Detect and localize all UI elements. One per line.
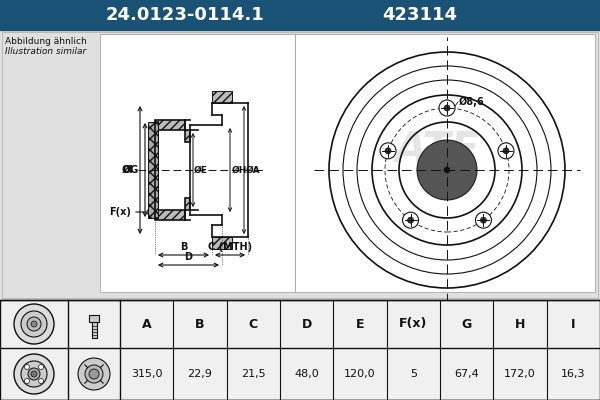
Text: C: C xyxy=(249,318,258,330)
Text: Ø8,6: Ø8,6 xyxy=(459,97,485,107)
Circle shape xyxy=(417,140,477,200)
Text: ATE: ATE xyxy=(395,129,479,171)
Bar xyxy=(91,322,97,338)
Circle shape xyxy=(385,148,391,154)
Text: ØG: ØG xyxy=(123,165,139,175)
Text: 48,0: 48,0 xyxy=(294,369,319,379)
Circle shape xyxy=(21,311,47,337)
Text: 423114: 423114 xyxy=(383,6,458,24)
Text: 5: 5 xyxy=(410,369,417,379)
Text: F(x): F(x) xyxy=(399,318,428,330)
Circle shape xyxy=(475,212,491,228)
Text: ØI: ØI xyxy=(122,165,134,175)
Text: ØA: ØA xyxy=(246,166,260,174)
Text: 120,0: 120,0 xyxy=(344,369,376,379)
Circle shape xyxy=(78,358,110,390)
Circle shape xyxy=(25,364,29,370)
Bar xyxy=(212,91,232,103)
Text: 24.0123-0114.1: 24.0123-0114.1 xyxy=(106,6,265,24)
Circle shape xyxy=(14,304,54,344)
Bar xyxy=(155,210,185,220)
Circle shape xyxy=(444,167,450,173)
Bar xyxy=(89,315,99,322)
Bar xyxy=(295,34,595,292)
Bar xyxy=(185,130,190,142)
Circle shape xyxy=(31,321,37,327)
Circle shape xyxy=(28,368,40,380)
Circle shape xyxy=(444,105,450,111)
Text: 21,5: 21,5 xyxy=(241,369,266,379)
Bar xyxy=(0,0,600,30)
Text: D: D xyxy=(302,318,312,330)
Circle shape xyxy=(38,364,44,370)
Circle shape xyxy=(403,212,419,228)
Text: A: A xyxy=(142,318,151,330)
Circle shape xyxy=(25,378,29,384)
Text: I: I xyxy=(571,318,575,330)
Circle shape xyxy=(89,369,99,379)
Circle shape xyxy=(380,143,396,159)
Text: ØE: ØE xyxy=(194,166,208,174)
Bar xyxy=(185,198,190,210)
Circle shape xyxy=(481,217,487,223)
Circle shape xyxy=(27,317,41,331)
Text: F(x): F(x) xyxy=(109,207,131,217)
Circle shape xyxy=(498,143,514,159)
Bar xyxy=(155,120,185,130)
Bar xyxy=(2,32,598,298)
Text: D: D xyxy=(185,252,193,262)
Bar xyxy=(212,237,232,249)
Text: ØH: ØH xyxy=(232,166,247,174)
Text: B: B xyxy=(180,242,187,252)
Text: 172,0: 172,0 xyxy=(504,369,536,379)
Text: B: B xyxy=(195,318,205,330)
Circle shape xyxy=(31,371,37,377)
Circle shape xyxy=(85,365,103,383)
Bar xyxy=(148,122,158,218)
Bar xyxy=(0,30,600,300)
Text: 315,0: 315,0 xyxy=(131,369,163,379)
Text: G: G xyxy=(461,318,472,330)
Text: H: H xyxy=(515,318,525,330)
Circle shape xyxy=(439,100,455,116)
Text: 67,4: 67,4 xyxy=(454,369,479,379)
Text: Abbildung ähnlich: Abbildung ähnlich xyxy=(5,38,87,46)
Circle shape xyxy=(407,217,413,223)
Text: 22,9: 22,9 xyxy=(188,369,212,379)
Circle shape xyxy=(14,354,54,394)
Text: E: E xyxy=(356,318,364,330)
Bar xyxy=(0,300,600,400)
Text: Illustration similar: Illustration similar xyxy=(5,48,86,56)
Bar xyxy=(100,34,295,292)
Circle shape xyxy=(38,378,44,384)
Text: C (MTH): C (MTH) xyxy=(208,242,252,252)
Circle shape xyxy=(21,361,47,387)
Text: 16,3: 16,3 xyxy=(561,369,586,379)
Circle shape xyxy=(503,148,509,154)
